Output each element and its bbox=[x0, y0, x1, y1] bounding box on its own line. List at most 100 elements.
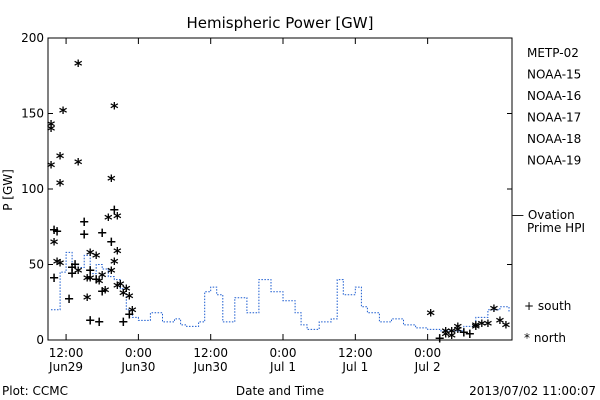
south-point-noaa-18: + bbox=[464, 327, 475, 342]
north-point-metp-02: * bbox=[110, 254, 119, 273]
north-point-noaa-19: * bbox=[47, 157, 56, 176]
legend-north-marker: * north bbox=[524, 331, 566, 345]
north-point-noaa-18: * bbox=[83, 290, 92, 309]
south-point-noaa-16: + bbox=[79, 215, 90, 230]
x-tick-date: Jun29 bbox=[48, 360, 83, 374]
north-point-noaa-15: * bbox=[74, 154, 83, 173]
north-point-noaa-19: * bbox=[454, 322, 463, 341]
chart-title: Hemispheric Power [GW] bbox=[187, 14, 374, 32]
legend-noaa-19: NOAA-19 bbox=[527, 154, 581, 168]
legend-metp-02: METP-02 bbox=[527, 46, 579, 60]
y-tick-label: 150 bbox=[21, 107, 44, 121]
x-axis-label: Date and Time bbox=[236, 384, 324, 398]
north-point-noaa-19: * bbox=[86, 245, 95, 264]
x-tick-date: Jun30 bbox=[120, 360, 155, 374]
x-tick-time: 12:00 bbox=[193, 346, 228, 360]
south-point-metp-02: + bbox=[52, 224, 63, 239]
north-point-noaa-16: * bbox=[95, 274, 104, 293]
north-point-noaa-18: * bbox=[110, 98, 119, 117]
legend: METP-02 NOAA-15 NOAA-16 NOAA-17 NOAA-18 NOAA-… bbox=[512, 46, 585, 345]
south-point-noaa-15: + bbox=[109, 203, 120, 218]
south-point-metp-02: + bbox=[97, 285, 108, 300]
legend-ovation-line1: — Ovation bbox=[512, 208, 575, 222]
north-point-noaa-16: * bbox=[472, 317, 481, 336]
ovation-series bbox=[51, 251, 510, 332]
south-point-noaa-15: + bbox=[79, 227, 90, 242]
north-point-metp-02: * bbox=[56, 175, 65, 194]
data-points: *+*+* *++*** + * **+**++*+*+*** *** ++* ***** **… bbox=[47, 56, 511, 347]
x-tick-time: 0:00 bbox=[125, 346, 152, 360]
north-point-metp-02: * bbox=[119, 286, 128, 305]
north-point-noaa-19: * bbox=[426, 305, 435, 324]
north-point-noaa-15: * bbox=[47, 121, 56, 140]
south-point-metp-02: + bbox=[458, 325, 469, 340]
south-point-noaa-15: + bbox=[85, 264, 96, 279]
north-point-noaa-15: * bbox=[92, 248, 101, 267]
north-point-noaa-16: * bbox=[442, 326, 451, 345]
north-point-noaa-15: * bbox=[454, 319, 463, 338]
north-point-noaa-19: * bbox=[490, 301, 499, 320]
north-point-noaa-16: * bbox=[107, 171, 116, 190]
south-point-noaa-16: + bbox=[67, 261, 78, 276]
north-point-noaa-19: * bbox=[442, 323, 451, 342]
south-point-noaa-18: + bbox=[64, 292, 75, 307]
north-point-noaa-16: * bbox=[50, 234, 59, 253]
north-point-metp-02: * bbox=[478, 316, 487, 335]
north-point-noaa-19: * bbox=[98, 268, 107, 287]
north-point-noaa-15: * bbox=[484, 316, 493, 335]
x-tick-date: Jul 1 bbox=[341, 360, 368, 374]
south-point-noaa-18: + bbox=[118, 315, 129, 330]
legend-noaa-16: NOAA-16 bbox=[527, 89, 581, 103]
north-point-noaa-18: * bbox=[448, 328, 457, 347]
legend-south-marker: + south bbox=[524, 299, 571, 313]
x-tick-time: 12:00 bbox=[49, 346, 84, 360]
north-point-metp-02: * bbox=[74, 263, 83, 282]
north-point-noaa-18: * bbox=[53, 254, 62, 273]
north-point-noaa-16: * bbox=[86, 271, 95, 290]
legend-noaa-17: NOAA-17 bbox=[527, 111, 581, 125]
legend-ovation-line2: Prime HPI bbox=[527, 221, 585, 235]
north-point-noaa-15: * bbox=[104, 210, 113, 229]
x-tick-time: 12:00 bbox=[338, 346, 373, 360]
south-point-noaa-15: + bbox=[49, 223, 60, 238]
footer-plot-label: Plot: CCMC bbox=[2, 384, 68, 398]
footer-timestamp: 2013/07/02 11:00:07 bbox=[469, 384, 596, 398]
south-point-noaa-18: + bbox=[70, 258, 81, 273]
north-point-metp-02: * bbox=[83, 271, 92, 290]
north-point-noaa-15: * bbox=[113, 209, 122, 228]
legend-noaa-15: NOAA-15 bbox=[527, 68, 581, 82]
north-point-noaa-19: * bbox=[122, 281, 131, 300]
north-point-noaa-18: * bbox=[116, 277, 125, 296]
south-point-metp-02: + bbox=[67, 267, 78, 282]
north-point-noaa-19: * bbox=[107, 263, 116, 282]
north-point-noaa-16: * bbox=[56, 256, 65, 275]
south-point-metp-02: + bbox=[106, 235, 117, 250]
north-point-metp-02: * bbox=[47, 117, 56, 136]
north-point-noaa-18: * bbox=[101, 283, 110, 302]
x-tick-date: Jun30 bbox=[193, 360, 228, 374]
north-point-noaa-16: * bbox=[113, 243, 122, 262]
y-tick-label: 100 bbox=[21, 182, 44, 196]
south-point-noaa-19: + bbox=[91, 273, 102, 288]
x-tick-date: Jul 1 bbox=[269, 360, 296, 374]
north-point-noaa-19: * bbox=[502, 317, 511, 336]
north-point-noaa-16: * bbox=[128, 302, 137, 321]
y-tick-label: 0 bbox=[36, 333, 44, 347]
y-tick-label: 200 bbox=[21, 31, 44, 45]
north-point-noaa-15: * bbox=[59, 103, 68, 122]
y-axis-label: P [GW] bbox=[1, 169, 15, 211]
north-point-noaa-19: * bbox=[113, 278, 122, 297]
south-point-noaa-18: + bbox=[94, 315, 105, 330]
x-tick-time: 0:00 bbox=[414, 346, 441, 360]
x-tick-time: 0:00 bbox=[270, 346, 297, 360]
x-tick-date: Jul 2 bbox=[414, 360, 441, 374]
y-ticks: 0 50 100 150 200 bbox=[21, 31, 512, 347]
south-point-noaa-18: + bbox=[124, 307, 135, 322]
south-point-noaa-18: + bbox=[434, 331, 445, 346]
north-point-noaa-19: * bbox=[56, 148, 65, 167]
north-point-noaa-19: * bbox=[472, 319, 481, 338]
south-point-noaa-19: + bbox=[49, 271, 60, 286]
north-point-metp-02: * bbox=[448, 323, 457, 342]
